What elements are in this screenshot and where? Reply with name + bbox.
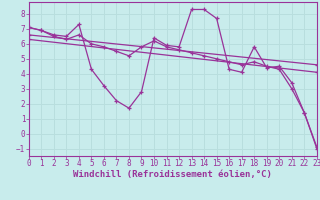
X-axis label: Windchill (Refroidissement éolien,°C): Windchill (Refroidissement éolien,°C)	[73, 170, 272, 179]
